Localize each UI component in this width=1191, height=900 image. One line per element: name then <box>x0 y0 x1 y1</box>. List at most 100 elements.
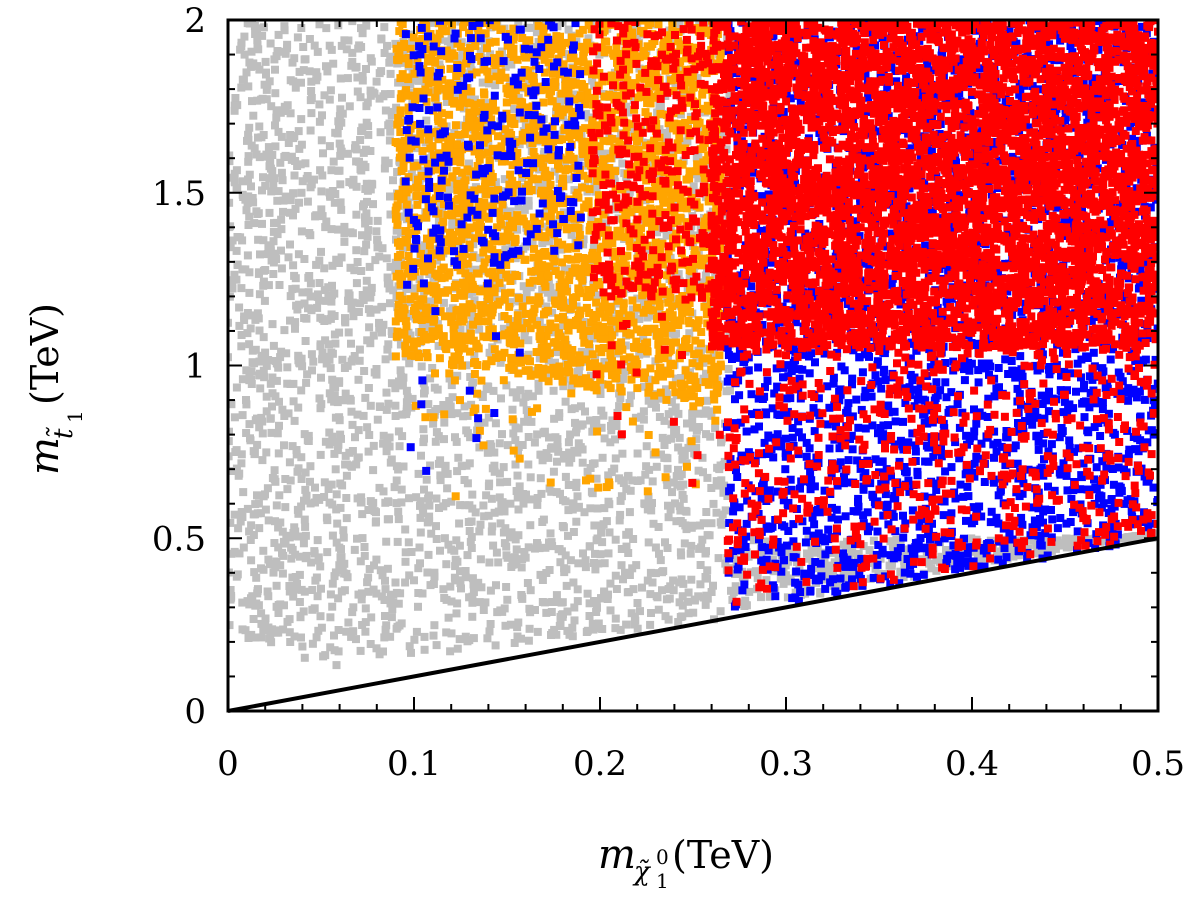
data-point <box>286 109 295 118</box>
data-point <box>546 319 555 328</box>
data-point <box>605 361 614 370</box>
data-point <box>605 164 614 172</box>
data-point <box>385 136 394 145</box>
data-point <box>297 78 305 87</box>
data-point <box>344 36 353 45</box>
data-point <box>261 181 270 190</box>
data-point <box>725 91 734 100</box>
data-point <box>242 206 251 215</box>
data-point <box>690 350 699 359</box>
data-point <box>466 433 475 442</box>
data-point <box>551 358 559 367</box>
data-point <box>592 416 601 424</box>
data-point <box>262 85 271 94</box>
data-point <box>258 429 267 438</box>
data-point <box>785 574 794 583</box>
data-point <box>358 29 367 38</box>
data-point <box>360 543 369 551</box>
data-point <box>477 185 486 194</box>
data-point <box>562 581 571 590</box>
data-point <box>488 522 497 531</box>
data-point <box>619 479 628 487</box>
data-point <box>318 355 327 364</box>
data-point <box>377 35 386 44</box>
data-point <box>510 120 519 128</box>
data-point <box>311 498 319 507</box>
data-point <box>320 478 329 487</box>
data-point <box>460 402 469 411</box>
data-point <box>426 408 435 417</box>
data-point <box>238 375 247 384</box>
data-point <box>266 157 275 166</box>
data-point <box>235 303 244 312</box>
data-point <box>272 218 281 227</box>
data-point <box>271 65 279 74</box>
data-point <box>681 521 690 530</box>
data-point <box>457 38 466 47</box>
data-point <box>370 89 379 98</box>
data-point <box>527 417 536 426</box>
data-point <box>659 61 668 70</box>
data-point <box>522 71 531 80</box>
data-point <box>643 576 652 585</box>
data-point <box>307 94 316 102</box>
data-point <box>486 620 495 628</box>
data-point <box>398 410 407 419</box>
data-point <box>363 98 372 107</box>
data-point <box>652 592 661 601</box>
data-point <box>603 595 612 603</box>
data-point <box>392 624 401 633</box>
data-point <box>526 586 535 595</box>
data-point <box>318 212 327 221</box>
data-point <box>687 541 696 550</box>
data-point <box>489 202 498 211</box>
data-point <box>270 55 279 64</box>
data-point <box>357 493 366 502</box>
data-point <box>675 134 684 143</box>
data-point <box>375 252 384 261</box>
data-point <box>566 556 575 565</box>
data-point <box>452 437 461 446</box>
data-point <box>594 559 603 568</box>
data-point <box>834 551 843 560</box>
data-point <box>242 396 250 404</box>
data-point <box>658 586 666 595</box>
data-point <box>458 54 467 62</box>
data-point <box>706 432 715 441</box>
data-point <box>422 475 431 484</box>
data-point <box>366 497 375 506</box>
data-point <box>383 345 392 354</box>
data-point <box>612 585 621 593</box>
data-point <box>356 93 365 102</box>
data-point <box>360 247 369 256</box>
data-point <box>267 187 276 196</box>
data-point <box>269 568 278 577</box>
data-point <box>639 47 648 55</box>
data-point <box>274 523 283 532</box>
data-point <box>701 600 710 609</box>
data-point <box>476 47 485 56</box>
data-point <box>615 474 623 483</box>
data-point <box>270 466 279 475</box>
data-point <box>264 592 273 601</box>
data-point <box>408 38 416 47</box>
data-point <box>469 588 478 596</box>
data-point <box>784 546 793 555</box>
data-point <box>299 43 308 51</box>
data-point <box>280 102 289 111</box>
data-point <box>276 353 285 362</box>
data-point <box>655 172 664 181</box>
data-point <box>316 612 325 621</box>
data-point <box>514 93 523 102</box>
data-point <box>887 561 896 570</box>
data-point <box>418 322 427 331</box>
data-point <box>663 435 672 444</box>
data-point <box>414 589 423 597</box>
data-point <box>699 519 708 528</box>
data-point <box>527 175 536 184</box>
data-point <box>663 454 672 463</box>
data-point <box>294 532 303 541</box>
data-point <box>674 321 683 329</box>
data-point <box>429 631 438 640</box>
data-point <box>480 512 489 521</box>
